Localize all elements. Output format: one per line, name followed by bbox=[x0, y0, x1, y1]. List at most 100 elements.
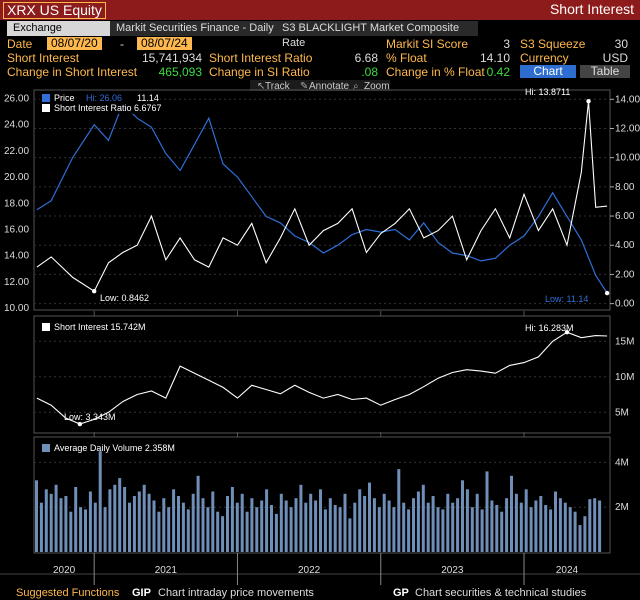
volume-bar bbox=[549, 509, 553, 552]
function-desc-gp[interactable]: Chart securities & technical studies bbox=[415, 587, 587, 599]
volume-bar bbox=[524, 489, 528, 552]
si-panel-frame bbox=[33, 315, 611, 434]
volume-bar bbox=[456, 498, 460, 552]
volume-bar bbox=[230, 487, 234, 552]
si-axis-tick-label: 10M bbox=[615, 372, 634, 383]
volume-bar bbox=[59, 498, 63, 552]
function-code-gip[interactable]: GIP bbox=[132, 587, 151, 599]
pct-float-label: % Float bbox=[386, 51, 427, 65]
tab-exchange-reported[interactable]: Exchange Reported bbox=[7, 21, 115, 49]
date-end-input[interactable]: 08/07/24 bbox=[137, 37, 192, 50]
volume-bar bbox=[265, 489, 269, 552]
right-axis-tick-label: 6.00 bbox=[615, 211, 635, 222]
volume-bar bbox=[108, 489, 112, 552]
volume-bar bbox=[118, 478, 122, 552]
volume-bar bbox=[206, 507, 210, 552]
change-pct-float-label: Change in % Float bbox=[386, 65, 485, 79]
volume-bar bbox=[294, 498, 298, 552]
price-legend-hi: Hi: 26.06 bbox=[86, 93, 122, 103]
change-si-value: 465,093 bbox=[158, 65, 202, 79]
date-separator: - bbox=[120, 37, 124, 51]
volume-bar bbox=[255, 507, 259, 552]
volume-bar bbox=[451, 502, 455, 552]
volume-bar bbox=[441, 509, 445, 552]
field-row-3: Change in Short Interest 465,093 Change … bbox=[0, 65, 640, 79]
tab-s3-blacklight[interactable]: S3 BLACKLIGHT Market Composite Rate bbox=[276, 21, 478, 49]
right-axis-labels: 0.00 2.00 4.00 6.00 8.00 10.00 12.00 14.00 bbox=[615, 94, 640, 309]
change-pct-float-value: 0.42 bbox=[486, 65, 510, 79]
volume-bar bbox=[142, 484, 146, 552]
volume-bar bbox=[74, 487, 78, 552]
volume-bar bbox=[358, 489, 362, 552]
volume-bar bbox=[583, 516, 587, 552]
volume-bar bbox=[260, 500, 264, 552]
suggested-functions-label: Suggested Functions bbox=[16, 587, 120, 599]
function-title: Short Interest bbox=[549, 1, 634, 17]
volume-bar bbox=[343, 493, 347, 552]
tab-bar: Exchange Reported Markit Securities Fina… bbox=[0, 21, 640, 49]
volume-bar bbox=[475, 493, 479, 552]
volume-bar bbox=[348, 518, 352, 552]
volume-bar bbox=[470, 507, 474, 552]
volume-axis-tick-label: 4M bbox=[615, 457, 629, 468]
zoom-button[interactable]: Zoom bbox=[364, 81, 390, 92]
function-desc-gip[interactable]: Chart intraday price movements bbox=[158, 587, 314, 599]
table-view-button[interactable]: Table bbox=[580, 65, 630, 78]
volume-bar bbox=[226, 496, 229, 552]
volume-bar bbox=[387, 500, 391, 552]
volume-bar bbox=[39, 502, 43, 552]
volume-bar bbox=[128, 502, 131, 552]
x-axis-year-label: 2023 bbox=[441, 565, 464, 576]
volume-bar bbox=[529, 507, 533, 552]
volume-bar bbox=[240, 493, 244, 552]
volume-bar bbox=[534, 500, 538, 552]
left-axis-tick-label: 10.00 bbox=[4, 303, 29, 314]
volume-bar bbox=[245, 511, 249, 552]
ratio-legend-swatch bbox=[42, 104, 50, 112]
ratio-low-marker bbox=[91, 289, 97, 294]
x-axis-year-label: 2021 bbox=[155, 565, 178, 576]
volume-bar bbox=[250, 498, 254, 552]
track-button[interactable]: Track bbox=[265, 81, 291, 92]
grid-layer bbox=[34, 98, 614, 508]
title-bar: XRX US Equity Short Interest bbox=[0, 0, 640, 20]
volume-bar bbox=[103, 507, 107, 552]
volume-bar bbox=[353, 502, 357, 552]
chart-toolbar bbox=[250, 80, 390, 91]
price-low-annotation: Low: 11.14 bbox=[545, 294, 588, 304]
volume-bar bbox=[573, 511, 577, 552]
volume-bar bbox=[98, 451, 102, 552]
x-axis-year-label: 2024 bbox=[556, 565, 579, 576]
si-hi-marker bbox=[564, 329, 570, 335]
volume-bar bbox=[216, 511, 220, 552]
date-start-input[interactable]: 08/07/20 bbox=[47, 37, 102, 50]
chart-area[interactable]: ↖ Track ✎ Annotate ⌕ Zoom 10.00 12.00 14.0… bbox=[0, 80, 640, 585]
change-si-label: Change in Short Interest bbox=[7, 65, 138, 79]
ticker-field[interactable]: XRX US Equity bbox=[3, 2, 106, 19]
price-legend-swatch bbox=[42, 94, 50, 102]
volume-bar bbox=[289, 507, 293, 552]
volume-bar bbox=[382, 493, 386, 552]
si-axis-tick-label: 15M bbox=[615, 336, 634, 347]
si-low-annotation: Low: 3.343M bbox=[64, 412, 116, 422]
volume-bar bbox=[426, 502, 430, 552]
volume-bar bbox=[157, 511, 161, 552]
right-axis-tick-label: 4.00 bbox=[615, 240, 635, 251]
volume-bar bbox=[563, 502, 567, 552]
volume-bar bbox=[49, 493, 53, 552]
change-si-ratio-label: Change in SI Ratio bbox=[209, 65, 310, 79]
tab-markit-daily[interactable]: Markit Securities Finance - Daily bbox=[110, 21, 282, 36]
right-axis-tick-label: 8.00 bbox=[615, 182, 635, 193]
volume-bar bbox=[588, 499, 592, 552]
volume-bar bbox=[69, 511, 73, 552]
annotate-button[interactable]: Annotate bbox=[309, 81, 349, 92]
volume-bar bbox=[93, 502, 97, 552]
function-code-gp[interactable]: GP bbox=[393, 587, 409, 599]
volume-bar bbox=[54, 484, 58, 552]
chart-view-button[interactable]: Chart bbox=[520, 65, 576, 78]
volume-bar bbox=[333, 505, 337, 552]
volume-bar bbox=[221, 516, 225, 552]
volume-axis-labels: 2M 4M bbox=[615, 457, 629, 513]
volume-bar bbox=[363, 496, 367, 552]
volume-bar bbox=[338, 507, 342, 552]
